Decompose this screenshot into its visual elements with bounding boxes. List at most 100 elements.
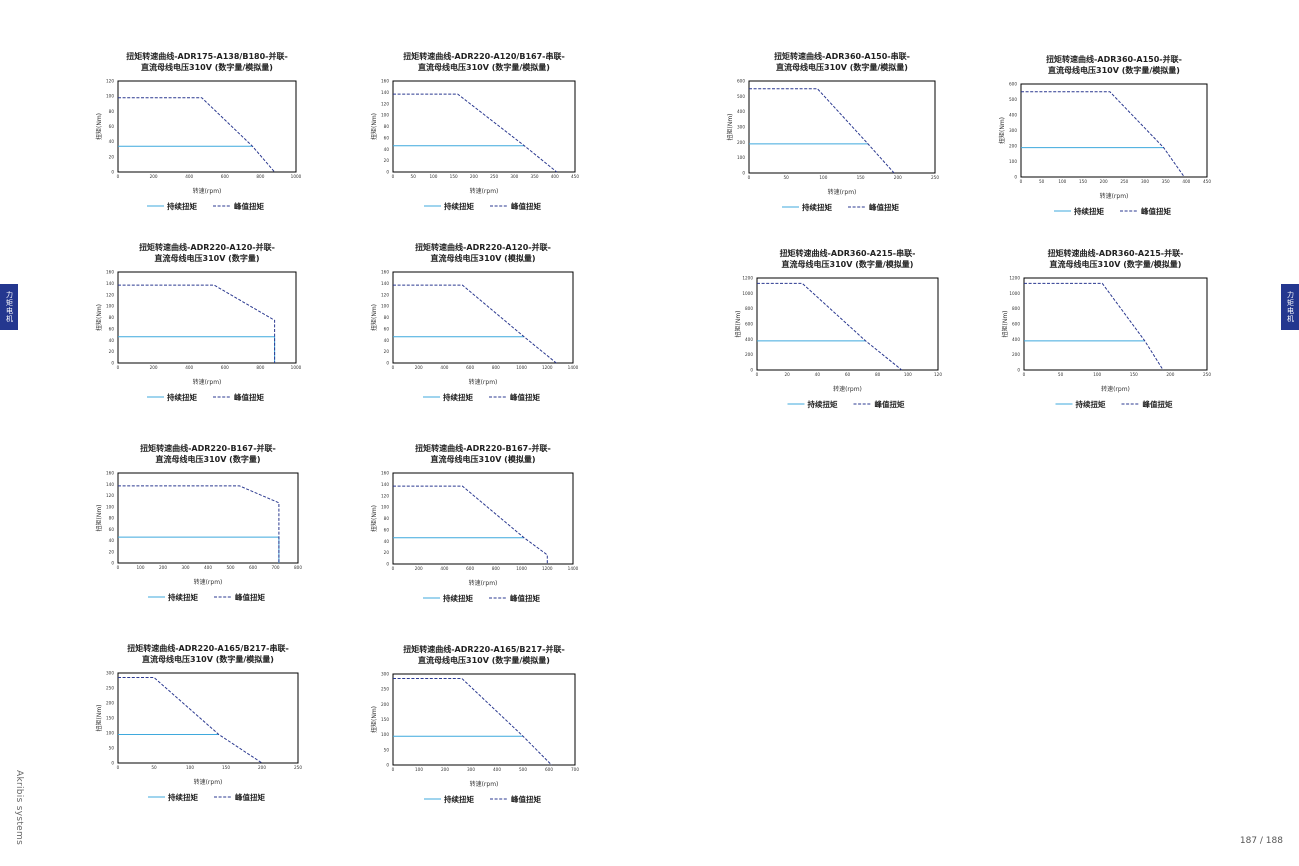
y-tick-label: 100: [737, 155, 745, 160]
plot-frame: [748, 80, 936, 174]
y-tick-label: 200: [1009, 144, 1017, 149]
plot-frame: [117, 672, 299, 764]
chart-title: 直流母线电压310V (数字量): [156, 454, 261, 464]
legend-label-continuous: 持续扭矩: [1076, 399, 1106, 409]
y-tick-label: 0: [111, 561, 114, 566]
legend-label-peak: 峰值扭矩: [511, 201, 541, 211]
series-line-peak: [393, 485, 548, 564]
x-tick-label: 250: [1120, 179, 1128, 184]
x-tick-label: 200: [159, 565, 167, 570]
y-tick-label: 0: [742, 171, 745, 176]
chart-title: 直流母线电压310V (数字量/模拟量): [141, 62, 273, 72]
y-tick-label: 400: [1009, 113, 1017, 118]
y-tick-label: 0: [750, 368, 753, 373]
x-tick-label: 350: [531, 174, 539, 179]
chart-title: 直流母线电压310V (数字量/模拟量): [776, 62, 908, 72]
side-tab-text: 力矩电机: [1286, 291, 1295, 323]
x-tick-label: 100: [1058, 179, 1066, 184]
x-tick-label: 500: [227, 565, 235, 570]
x-tick-label: 350: [1162, 179, 1170, 184]
y-tick-label: 20: [109, 349, 115, 354]
legend-label-continuous: 持续扭矩: [444, 201, 474, 211]
x-tick-label: 1000: [516, 365, 527, 370]
y-tick-label: 80: [384, 315, 390, 320]
x-tick-label: 200: [150, 174, 158, 179]
chart-title: 扭矩转速曲线-ADR220-B167-并联-: [415, 443, 551, 453]
y-tick-label: 100: [106, 94, 114, 99]
x-tick-label: 300: [182, 565, 190, 570]
x-tick-label: 700: [571, 767, 579, 772]
x-tick-label: 600: [221, 174, 229, 179]
y-tick-label: 100: [106, 304, 114, 309]
x-tick-label: 100: [1093, 372, 1101, 377]
y-axis-label: 扭矩(Nm): [370, 304, 378, 331]
y-tick-label: 0: [111, 361, 114, 366]
x-tick-label: 150: [1130, 372, 1138, 377]
plot-frame: [392, 80, 576, 173]
chart-title: 直流母线电压310V (数字量): [155, 253, 260, 263]
x-tick-label: 800: [294, 565, 302, 570]
y-axis-label: 扭矩(Nm): [998, 117, 1006, 144]
plot-frame: [1023, 277, 1208, 371]
legend-label-continuous: 持续扭矩: [167, 392, 197, 402]
legend-label-continuous: 持续扭矩: [443, 392, 473, 402]
x-axis-label: 转速(rpm): [193, 187, 222, 195]
series-line-peak: [393, 284, 557, 364]
x-tick-label: 250: [490, 174, 498, 179]
y-tick-label: 50: [384, 747, 390, 752]
y-tick-label: 0: [386, 361, 389, 366]
series-line-peak: [757, 282, 903, 371]
y-tick-label: 600: [1012, 322, 1020, 327]
y-tick-label: 60: [109, 124, 115, 129]
y-tick-label: 120: [381, 292, 389, 297]
chart-title: 直流母线电压310V (数字量/模拟量): [418, 655, 550, 665]
series-line-peak: [1024, 282, 1164, 371]
chart-title: 扭矩转速曲线-ADR220-A120-并联-: [139, 242, 275, 252]
y-tick-label: 1200: [1009, 276, 1020, 281]
y-tick-label: 160: [381, 471, 389, 476]
x-axis-label: 转速(rpm): [833, 385, 862, 393]
y-tick-label: 50: [109, 746, 115, 751]
x-tick-label: 50: [1058, 372, 1064, 377]
y-tick-label: 150: [106, 716, 114, 721]
x-tick-label: 800: [492, 566, 500, 571]
x-tick-label: 200: [415, 566, 423, 571]
y-tick-label: 140: [381, 482, 389, 487]
y-tick-label: 0: [386, 562, 389, 567]
x-tick-label: 50: [784, 175, 790, 180]
legend-label-continuous: 持续扭矩: [1074, 206, 1104, 216]
x-tick-label: 250: [294, 765, 302, 770]
page-number: 187 / 188: [1239, 836, 1283, 846]
y-tick-label: 120: [106, 79, 114, 84]
x-tick-label: 1000: [291, 174, 302, 179]
y-tick-label: 200: [1012, 352, 1020, 357]
x-tick-label: 600: [545, 767, 553, 772]
legend-label-peak: 峰值扭矩: [234, 392, 264, 402]
chart-title: 直流母线电压310V (模拟量): [431, 454, 536, 464]
y-tick-label: 800: [745, 306, 753, 311]
x-tick-label: 0: [392, 174, 395, 179]
y-tick-label: 800: [1012, 306, 1020, 311]
x-tick-label: 100: [415, 767, 423, 772]
y-axis-label: 扭矩(Nm): [370, 113, 378, 140]
legend-label-peak: 峰值扭矩: [234, 201, 264, 211]
legend-label-peak: 峰值扭矩: [510, 593, 540, 603]
x-tick-label: 800: [256, 365, 264, 370]
x-tick-label: 200: [894, 175, 902, 180]
x-tick-label: 100: [904, 372, 912, 377]
y-tick-label: 60: [109, 527, 115, 532]
y-tick-label: 140: [381, 90, 389, 95]
x-tick-label: 0: [748, 175, 751, 180]
chart-title: 扭矩转速曲线-ADR220-A120/B167-串联-: [403, 51, 565, 61]
y-tick-label: 300: [106, 671, 114, 676]
x-tick-label: 600: [249, 565, 257, 570]
legend-label-peak: 峰值扭矩: [869, 202, 899, 212]
x-tick-label: 450: [1203, 179, 1211, 184]
plot-frame: [117, 80, 297, 173]
y-tick-label: 100: [381, 505, 389, 510]
x-axis-label: 转速(rpm): [1100, 192, 1129, 200]
series-line-peak: [749, 88, 895, 174]
x-tick-label: 80: [875, 372, 881, 377]
plot-frame: [1020, 83, 1208, 178]
x-axis-label: 转速(rpm): [193, 378, 222, 386]
